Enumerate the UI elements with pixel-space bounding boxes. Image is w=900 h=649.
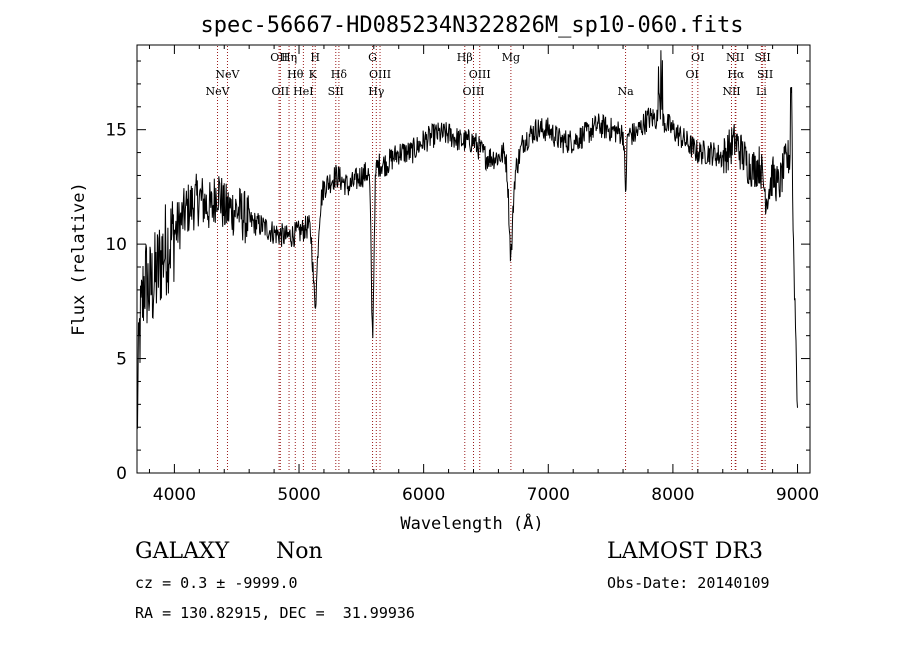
line-label: NII (722, 85, 740, 98)
survey-name: LAMOST DR3 (607, 539, 763, 564)
line-label: Hθ (287, 68, 304, 81)
line-label: NII (726, 51, 744, 64)
line-label: OI (686, 68, 699, 81)
line-label: NeV (205, 85, 230, 98)
line-label: NeV (215, 68, 240, 81)
spectrum-line (136, 50, 798, 429)
x-tick-label: 5000 (277, 485, 320, 505)
line-label: OIII (369, 68, 391, 81)
y-tick-label: 0 (116, 464, 127, 484)
line-label: G (368, 51, 377, 64)
line-label: Hα (727, 68, 745, 81)
line-label: K (309, 68, 318, 81)
line-markers (217, 46, 766, 472)
x-tick-label: 4000 (153, 485, 196, 505)
ra-dec: RA = 130.82915, DEC = 31.99936 (135, 604, 415, 622)
line-label: OI (691, 51, 704, 64)
x-tick-label: 9000 (776, 485, 819, 505)
chart-title: spec-56667-HD085234N322826M_sp10-060.fit… (200, 13, 743, 38)
line-label: Hβ (457, 51, 473, 64)
y-tick-label: 5 (116, 350, 127, 370)
y-tick-label: 10 (105, 235, 127, 255)
line-label: Hγ (368, 85, 385, 98)
line-label: SII (757, 68, 773, 81)
line-label: Hδ (331, 68, 348, 81)
object-class: GALAXY (135, 539, 230, 564)
line-label: SII (755, 51, 771, 64)
y-tick-label: 15 (105, 121, 127, 141)
x-tick-label: 7000 (527, 485, 570, 505)
line-label: Li (756, 85, 767, 98)
line-label: Mg (502, 51, 520, 64)
line-label: OII (270, 51, 288, 64)
line-labels: NeVNeVOIIOIIHηHθHeIHKSIIHδGOIIIHγHβOIIIO… (205, 51, 773, 98)
line-label: OII (271, 85, 289, 98)
line-label: HeI (293, 85, 313, 98)
line-label: OIII (462, 85, 484, 98)
line-label: OIII (469, 68, 491, 81)
redshift-cz: cz = 0.3 ± -9999.0 (135, 574, 298, 592)
line-label: Hη (281, 51, 297, 64)
observation-date: Obs-Date: 20140109 (607, 574, 770, 592)
x-tick-label: 6000 (402, 485, 445, 505)
spectrum-chart: spec-56667-HD085234N322826M_sp10-060.fit… (69, 13, 819, 534)
axis-ticks: 4000 5000 6000 7000 8000 9000 0 5 10 15 (105, 45, 819, 505)
line-label: H (310, 51, 320, 64)
line-label: Na (617, 85, 634, 98)
y-axis-label: Flux (relative) (69, 182, 89, 336)
line-label: SII (328, 85, 344, 98)
x-tick-label: 8000 (651, 485, 694, 505)
x-axis-label: Wavelength (Å) (400, 512, 543, 534)
object-subclass: Non (276, 539, 323, 564)
